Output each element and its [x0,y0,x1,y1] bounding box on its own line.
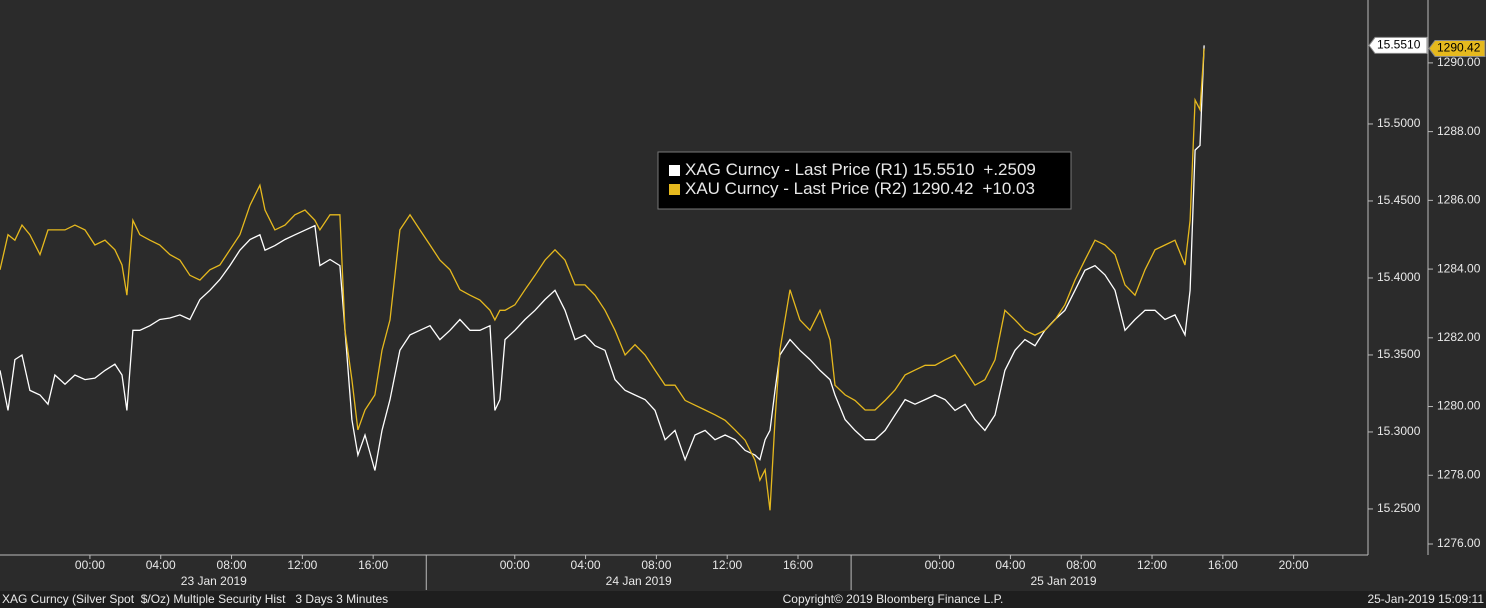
legend-swatch [669,184,680,195]
y2-tick-label: 1290.00 [1437,55,1481,69]
y2-tick-label: 1282.00 [1437,330,1481,344]
last-value-label: 15.5510 [1377,38,1421,52]
last-value-label: 1290.42 [1437,41,1481,55]
x-tick-label: 16:00 [783,558,813,572]
footer-center: Copyright© 2019 Bloomberg Finance L.P. [783,592,1004,606]
y2-tick-label: 1286.00 [1437,193,1481,207]
x-tick-label: 04:00 [571,558,601,572]
legend-name: XAU Curncy - Last Price (R2) [685,179,907,198]
series-line [0,48,1205,511]
x-tick-label: 00:00 [500,558,530,572]
legend-entry: XAU Curncy - Last Price (R2) 1290.42 +10.0… [685,179,1035,198]
y2-tick-label: 1284.00 [1437,261,1481,275]
y-tick-label: 15.5000 [1377,116,1421,130]
footer-left: XAG Curncy (Silver Spot $/Oz) Multiple S… [2,592,388,606]
last-value-tag [1428,39,1486,57]
legend-last: 1290.42 [912,179,973,198]
date-label: 23 Jan 2019 [181,574,247,588]
footer-bar [0,591,1486,608]
x-tick-label: 00:00 [925,558,955,572]
legend: XAG Curncy - Last Price (R1) 15.5510 +.250… [657,151,1072,210]
y2-tick-label: 1278.00 [1437,467,1481,481]
x-tick-label: 08:00 [217,558,247,572]
x-tick-label: 12:00 [1137,558,1167,572]
x-tick-label: 16:00 [358,558,388,572]
legend-change: +.2509 [983,160,1035,179]
legend-change: +10.03 [982,179,1034,198]
y-tick-label: 15.3500 [1377,347,1421,361]
y-tick-label: 15.4500 [1377,193,1421,207]
legend-last: 15.5510 [913,160,974,179]
x-tick-label: 04:00 [146,558,176,572]
footer-right: 25-Jan-2019 15:09:11 [1367,592,1484,606]
legend-box [657,151,1072,210]
x-tick-label: 12:00 [712,558,742,572]
date-label: 24 Jan 2019 [606,574,672,588]
y-tick-label: 15.3000 [1377,424,1421,438]
x-tick-label: 04:00 [995,558,1025,572]
legend-entry: XAG Curncy - Last Price (R1) 15.5510 +.250… [685,160,1036,179]
legend-name: XAG Curncy - Last Price (R1) [685,160,908,179]
y-tick-label: 15.2500 [1377,501,1421,515]
x-tick-label: 00:00 [75,558,105,572]
x-tick-label: 08:00 [1066,558,1096,572]
x-tick-label: 08:00 [641,558,671,572]
y2-tick-label: 1288.00 [1437,124,1481,138]
y2-tick-label: 1276.00 [1437,536,1481,550]
series-line [0,45,1205,471]
x-tick-label: 20:00 [1279,558,1309,572]
y-tick-label: 15.4000 [1377,270,1421,284]
x-tick-label: 12:00 [287,558,317,572]
legend-swatch [669,165,680,176]
last-value-tag [1368,36,1428,54]
y2-tick-label: 1280.00 [1437,399,1481,413]
date-label: 25 Jan 2019 [1030,574,1096,588]
x-tick-label: 16:00 [1208,558,1238,572]
